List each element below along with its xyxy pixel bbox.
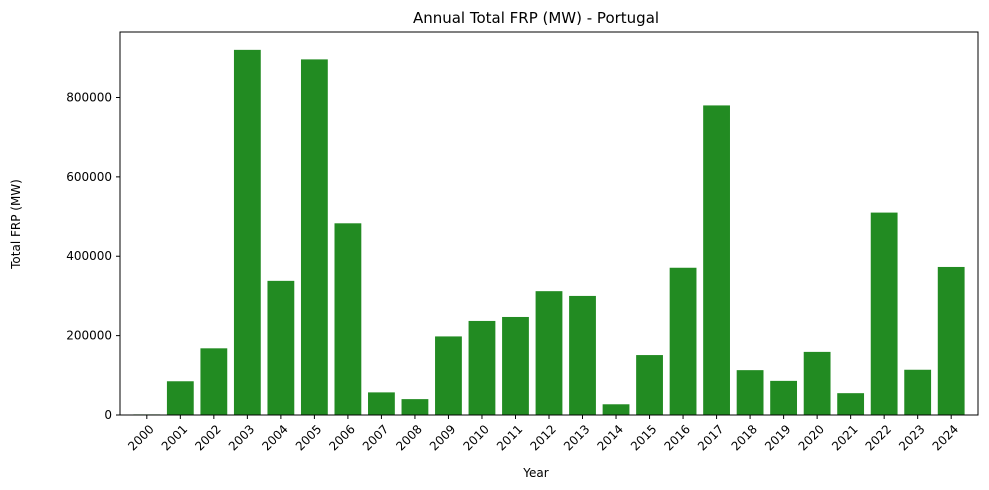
x-tick-label-2006: 2006 bbox=[326, 422, 357, 453]
x-tick-label-2008: 2008 bbox=[393, 422, 424, 453]
bar-2024 bbox=[937, 266, 965, 415]
bar-2015 bbox=[636, 355, 663, 415]
y-tick-label-800000: 800000 bbox=[66, 90, 112, 104]
x-axis: 2000 2001 2002 2003 2004 2005 2006 2007 2008 2009… bbox=[125, 415, 961, 454]
x-tick-label-2007: 2007 bbox=[360, 422, 391, 453]
x-tick-label-2024: 2024 bbox=[930, 422, 961, 453]
x-tick-label-2003: 2003 bbox=[226, 422, 257, 453]
bar-2022 bbox=[870, 212, 898, 415]
bar-2009 bbox=[435, 336, 462, 415]
y-tick-label-200000: 200000 bbox=[66, 329, 112, 343]
bar-2021 bbox=[837, 393, 865, 415]
bar-2013 bbox=[569, 295, 596, 415]
y-tick-label-600000: 600000 bbox=[66, 170, 112, 184]
x-axis-label: Year bbox=[522, 466, 548, 480]
bar-2008 bbox=[401, 399, 429, 415]
x-tick-label-2010: 2010 bbox=[460, 422, 491, 453]
bar-2006 bbox=[334, 223, 362, 415]
x-tick-label-2001: 2001 bbox=[159, 422, 190, 453]
bar-2002 bbox=[200, 348, 228, 415]
bar-2007 bbox=[368, 392, 395, 415]
x-tick-label-2004: 2004 bbox=[259, 422, 290, 453]
bar-2003 bbox=[233, 49, 261, 416]
x-tick-label-2022: 2022 bbox=[863, 422, 894, 453]
bar-2012 bbox=[535, 291, 563, 415]
x-tick-label-2015: 2015 bbox=[628, 422, 659, 453]
y-tick-label-0: 0 bbox=[104, 408, 112, 422]
x-tick-label-2013: 2013 bbox=[561, 422, 592, 453]
bar-2018 bbox=[736, 370, 764, 415]
bar-2023 bbox=[904, 369, 932, 415]
x-tick-label-2005: 2005 bbox=[293, 422, 324, 453]
bar-2017 bbox=[703, 105, 730, 416]
x-tick-label-2014: 2014 bbox=[594, 422, 625, 453]
bar-2011 bbox=[502, 316, 529, 415]
y-axis: 0 200000 400000 600000 800000 bbox=[66, 90, 120, 422]
x-tick-label-2020: 2020 bbox=[796, 422, 827, 453]
x-tick-label-2002: 2002 bbox=[192, 422, 223, 453]
bar-2019 bbox=[770, 380, 798, 415]
bar-2001 bbox=[166, 381, 194, 415]
x-tick-label-2016: 2016 bbox=[662, 422, 693, 453]
bar-2010 bbox=[468, 320, 496, 415]
bar-2020 bbox=[803, 351, 831, 415]
x-tick-label-2018: 2018 bbox=[729, 422, 760, 453]
x-tick-label-2012: 2012 bbox=[527, 422, 558, 453]
bar-2016 bbox=[669, 267, 697, 415]
x-tick-label-2021: 2021 bbox=[829, 422, 860, 453]
x-tick-label-2017: 2017 bbox=[695, 422, 726, 453]
x-tick-label-2009: 2009 bbox=[427, 422, 458, 453]
bar-2014 bbox=[602, 404, 630, 415]
x-tick-label-2011: 2011 bbox=[494, 422, 525, 453]
x-tick-label-2023: 2023 bbox=[896, 422, 927, 453]
y-axis-label: Total FRP (MW) bbox=[9, 179, 23, 270]
x-tick-label-2019: 2019 bbox=[762, 422, 793, 453]
chart-title: Annual Total FRP (MW) - Portugal bbox=[413, 9, 659, 27]
bar-2004 bbox=[267, 280, 295, 415]
y-tick-label-400000: 400000 bbox=[66, 249, 112, 263]
bar-2005 bbox=[300, 59, 328, 415]
bars-group bbox=[133, 49, 965, 416]
x-tick-label-2000: 2000 bbox=[125, 422, 156, 453]
